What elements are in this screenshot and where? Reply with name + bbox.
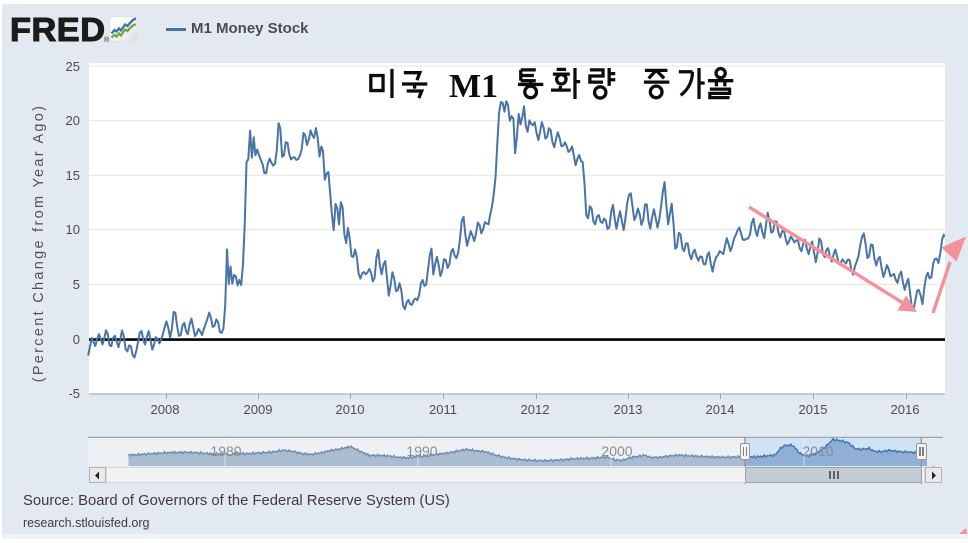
svg-text:M1: M1 bbox=[449, 68, 498, 105]
